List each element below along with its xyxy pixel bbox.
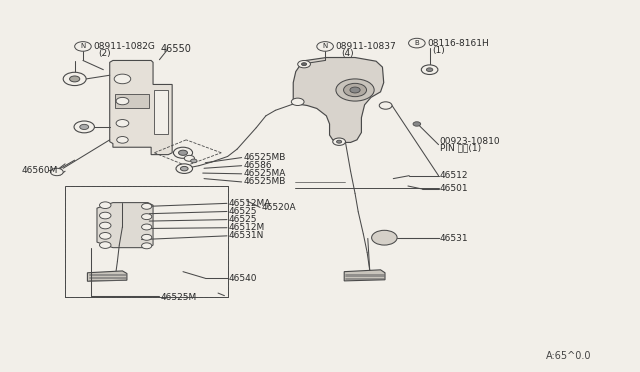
Circle shape	[344, 83, 367, 97]
Text: 46525: 46525	[229, 207, 257, 216]
Text: 46512M: 46512M	[229, 223, 265, 232]
Circle shape	[176, 164, 193, 173]
Text: 46525MB: 46525MB	[244, 177, 286, 186]
Circle shape	[80, 124, 89, 129]
Circle shape	[116, 137, 128, 143]
Circle shape	[74, 121, 95, 133]
Text: 46531: 46531	[440, 234, 468, 243]
Circle shape	[179, 150, 188, 155]
Polygon shape	[293, 58, 384, 142]
Text: (1): (1)	[432, 46, 445, 55]
Circle shape	[350, 87, 360, 93]
Text: 08911-10837: 08911-10837	[335, 42, 396, 51]
Circle shape	[173, 147, 193, 158]
Text: 46512MA: 46512MA	[229, 199, 271, 208]
Circle shape	[408, 38, 425, 48]
Text: (4): (4)	[341, 49, 354, 58]
Circle shape	[51, 168, 63, 176]
Circle shape	[116, 97, 129, 105]
Circle shape	[372, 230, 397, 245]
Text: 46525: 46525	[229, 215, 257, 224]
Circle shape	[336, 79, 374, 101]
Text: 46531N: 46531N	[229, 231, 264, 240]
Text: 46525MA: 46525MA	[244, 169, 286, 178]
Circle shape	[191, 159, 197, 163]
Text: 46512: 46512	[440, 171, 468, 180]
Text: 46586: 46586	[244, 161, 272, 170]
Text: PIN ピン(1): PIN ピン(1)	[440, 144, 481, 153]
Text: 08911-1082G: 08911-1082G	[94, 42, 156, 51]
Circle shape	[100, 212, 111, 219]
Polygon shape	[344, 270, 385, 281]
Circle shape	[337, 140, 342, 143]
Circle shape	[63, 72, 86, 86]
Circle shape	[141, 243, 152, 249]
Circle shape	[100, 232, 111, 239]
Circle shape	[291, 98, 304, 106]
Text: 46525MB: 46525MB	[244, 153, 286, 162]
Text: B: B	[415, 40, 419, 46]
Polygon shape	[154, 90, 168, 134]
Text: 00923-10810: 00923-10810	[440, 137, 500, 146]
Circle shape	[141, 234, 152, 240]
Circle shape	[298, 61, 310, 68]
Polygon shape	[109, 61, 172, 155]
Text: 46560M: 46560M	[22, 166, 58, 174]
Text: N: N	[323, 44, 328, 49]
Text: 46520A: 46520A	[261, 203, 296, 212]
Circle shape	[141, 224, 152, 230]
Text: 08116-8161H: 08116-8161H	[427, 39, 489, 48]
Text: A:65^0.0: A:65^0.0	[546, 351, 592, 361]
Circle shape	[301, 62, 307, 65]
Polygon shape	[97, 203, 153, 248]
Text: 46550: 46550	[161, 44, 191, 54]
Circle shape	[317, 42, 333, 51]
Circle shape	[116, 119, 129, 127]
Polygon shape	[115, 94, 149, 109]
Text: 46501: 46501	[440, 185, 468, 193]
Text: N: N	[81, 44, 86, 49]
Circle shape	[180, 166, 188, 171]
Circle shape	[141, 214, 152, 219]
Circle shape	[114, 74, 131, 84]
Circle shape	[380, 102, 392, 109]
Circle shape	[75, 42, 92, 51]
Text: (2): (2)	[99, 49, 111, 58]
Polygon shape	[88, 271, 127, 281]
Circle shape	[426, 68, 433, 71]
Circle shape	[100, 222, 111, 229]
Circle shape	[413, 122, 420, 126]
Circle shape	[70, 76, 80, 82]
Text: 46540: 46540	[229, 274, 257, 283]
Circle shape	[100, 242, 111, 248]
Circle shape	[333, 138, 346, 145]
Circle shape	[100, 202, 111, 209]
Text: 46525M: 46525M	[161, 294, 197, 302]
Circle shape	[141, 203, 152, 209]
Circle shape	[184, 155, 195, 161]
Circle shape	[421, 65, 438, 74]
